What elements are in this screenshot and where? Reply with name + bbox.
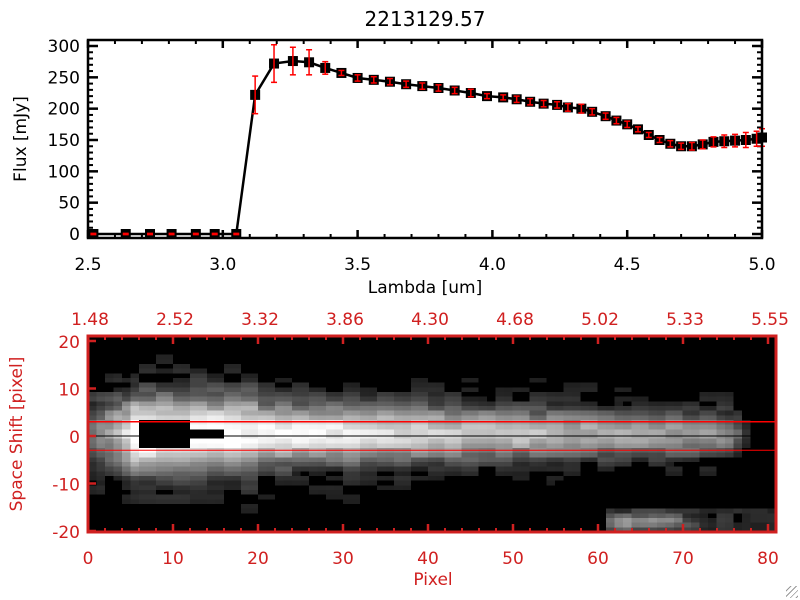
error-bar xyxy=(147,232,154,236)
error-bar xyxy=(451,86,458,95)
y-tick-label: 150 xyxy=(48,131,80,151)
y-tick-label: 200 xyxy=(48,100,80,120)
error-bar xyxy=(667,139,674,148)
y-tick-label: 300 xyxy=(48,37,80,57)
x-axis-label-pixel: Pixel xyxy=(413,570,452,590)
y-axis-label-space-shift: Space Shift [pixel] xyxy=(7,357,27,512)
error-bar xyxy=(613,116,620,125)
error-bar xyxy=(645,131,652,139)
error-bar xyxy=(419,82,426,90)
error-bar xyxy=(688,141,695,151)
x-tick-label: 4.0 xyxy=(479,255,506,275)
error-bar xyxy=(403,80,410,89)
x-tick-label: 2.5 xyxy=(74,255,101,275)
x-axis-label: Lambda [um] xyxy=(368,278,482,298)
resize-grip[interactable] xyxy=(786,586,798,598)
error-bar xyxy=(370,75,377,84)
error-bar xyxy=(564,102,571,112)
error-bar xyxy=(678,142,685,151)
error-bar xyxy=(122,232,129,236)
error-bar xyxy=(386,77,393,86)
error-bar xyxy=(306,49,313,76)
error-bar xyxy=(634,126,641,133)
flux-plot: 2213129.57 2.5 3.0 3.5 4.0 4.5 5.0 0 50 100 150 20… xyxy=(11,7,776,298)
error-bar xyxy=(699,139,706,150)
error-bar xyxy=(338,69,345,77)
error-bar xyxy=(168,232,175,236)
error-bar xyxy=(554,101,561,109)
error-bar xyxy=(233,232,240,236)
error-bar xyxy=(354,74,361,82)
x-tick-label: 5.0 xyxy=(748,255,775,275)
error-bar xyxy=(710,136,717,148)
error-bar xyxy=(500,94,507,101)
error-bar xyxy=(467,88,474,98)
spectrum-image-plot: Pixel Space Shift [pixel] xyxy=(7,357,453,590)
error-bar xyxy=(484,92,491,100)
error-bar xyxy=(271,43,278,84)
error-bar xyxy=(192,232,199,236)
error-bar xyxy=(602,112,609,121)
spectrum-2d-image xyxy=(88,336,776,532)
error-bar xyxy=(589,107,596,116)
error-bar xyxy=(732,133,739,148)
error-bar xyxy=(527,97,534,106)
x-tick-label: 3.0 xyxy=(209,255,236,275)
error-bar xyxy=(540,99,547,108)
error-bar xyxy=(289,46,296,76)
error-bar xyxy=(435,84,442,92)
flux-line xyxy=(93,59,763,236)
error-bar xyxy=(742,131,749,149)
x-tick-label: 4.5 xyxy=(614,255,641,275)
y-tick-label: 50 xyxy=(58,194,80,214)
error-bar xyxy=(211,232,218,236)
y-axis-label: Flux [mJy] xyxy=(11,96,31,182)
chart-title: 2213129.57 xyxy=(365,7,486,31)
error-bar xyxy=(624,120,631,129)
x-tick-label: 3.5 xyxy=(344,255,371,275)
error-bar xyxy=(90,232,97,236)
error-bar xyxy=(322,60,329,75)
y-tick-label: 0 xyxy=(69,225,80,245)
error-bar xyxy=(252,75,259,115)
error-bar xyxy=(656,136,663,144)
y-tick-label: 100 xyxy=(48,162,80,182)
plot-frame xyxy=(86,38,764,240)
error-bar xyxy=(513,95,520,104)
error-bar xyxy=(753,130,760,148)
error-bar xyxy=(721,134,728,149)
error-bar xyxy=(578,103,585,114)
y-tick-label: 250 xyxy=(48,68,80,88)
